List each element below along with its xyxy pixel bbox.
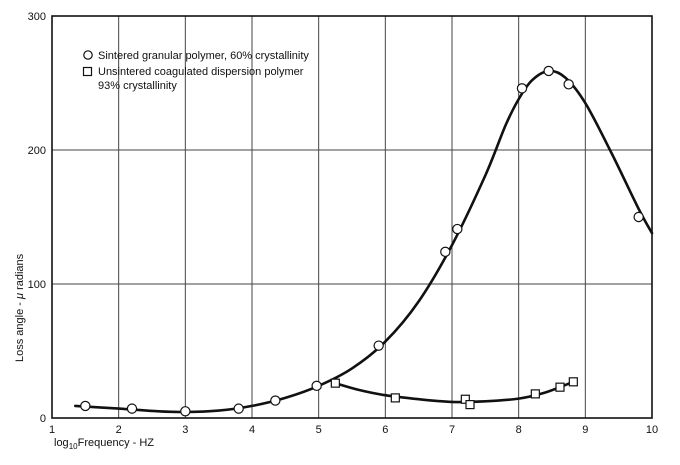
y-axis-label-mu: μ bbox=[14, 293, 26, 300]
sintered-data-point bbox=[80, 400, 91, 412]
x-tick-label: 4 bbox=[249, 424, 255, 436]
plot-frame bbox=[51, 15, 653, 419]
unsintered-data-point bbox=[555, 382, 565, 392]
x-axis-label-rest: Frequency - HZ bbox=[78, 437, 155, 449]
sintered-data-point bbox=[452, 223, 463, 235]
sintered-data-point bbox=[373, 340, 384, 351]
y-axis-label-rest: radians bbox=[14, 253, 26, 293]
y-tick-label: 0 bbox=[40, 413, 46, 425]
x-axis-label-subscript: 10 bbox=[69, 442, 78, 451]
sintered-series-curve bbox=[74, 69, 654, 414]
unsintered-data-point bbox=[330, 378, 340, 388]
grid bbox=[52, 16, 652, 418]
unsintered-data-point bbox=[465, 400, 475, 410]
unsintered-data-point bbox=[568, 377, 578, 387]
x-tick-label: 6 bbox=[382, 424, 388, 436]
x-tick-label: 9 bbox=[582, 424, 588, 436]
y-tick-label: 200 bbox=[28, 145, 46, 157]
legend-circle-icon bbox=[83, 50, 93, 60]
curves bbox=[74, 69, 654, 414]
sintered-data-point bbox=[633, 211, 644, 223]
sintered-data-point bbox=[270, 395, 281, 406]
y-tick-label: 300 bbox=[28, 11, 46, 23]
sintered-data-point bbox=[311, 380, 322, 392]
sintered-data-point bbox=[440, 246, 451, 258]
unsintered-data-point bbox=[530, 389, 540, 399]
legend-label-sintered: Sintered granular polymer, 60% crystalli… bbox=[98, 50, 309, 62]
x-tick-label: 2 bbox=[116, 424, 122, 436]
y-axis-label-prefix: Loss angle - bbox=[14, 299, 26, 362]
x-tick-label: 7 bbox=[449, 424, 455, 436]
sintered-data-point bbox=[126, 403, 138, 414]
legend-square-icon bbox=[82, 66, 93, 77]
sintered-data-point bbox=[180, 406, 191, 417]
sintered-data-point bbox=[516, 83, 528, 94]
sintered-data-point bbox=[543, 65, 554, 77]
sintered-data-point bbox=[233, 403, 244, 414]
legend-label-unsintered: Unsintered coagulated dispersion polymer bbox=[98, 66, 304, 78]
x-axis-label-prefix: log bbox=[54, 437, 69, 449]
legend: Sintered granular polymer, 60% crystalli… bbox=[82, 50, 309, 92]
x-tick-label: 8 bbox=[516, 424, 522, 436]
x-tick-label: 5 bbox=[316, 424, 322, 436]
unsintered-data-point bbox=[460, 394, 470, 404]
legend-label-unsintered-line2: 93% crystallinity bbox=[98, 80, 177, 92]
sintered-data-point bbox=[563, 79, 574, 90]
unsintered-data-point bbox=[390, 393, 400, 403]
x-tick-label: 10 bbox=[646, 424, 658, 436]
y-axis-label: Loss angle - μ radians bbox=[14, 253, 26, 362]
y-tick-label: 100 bbox=[28, 279, 46, 291]
x-tick-label: 3 bbox=[182, 424, 188, 436]
markers bbox=[80, 65, 644, 417]
x-axis-label: log10Frequency - HZ bbox=[54, 437, 154, 451]
x-tick-label: 1 bbox=[49, 424, 55, 436]
